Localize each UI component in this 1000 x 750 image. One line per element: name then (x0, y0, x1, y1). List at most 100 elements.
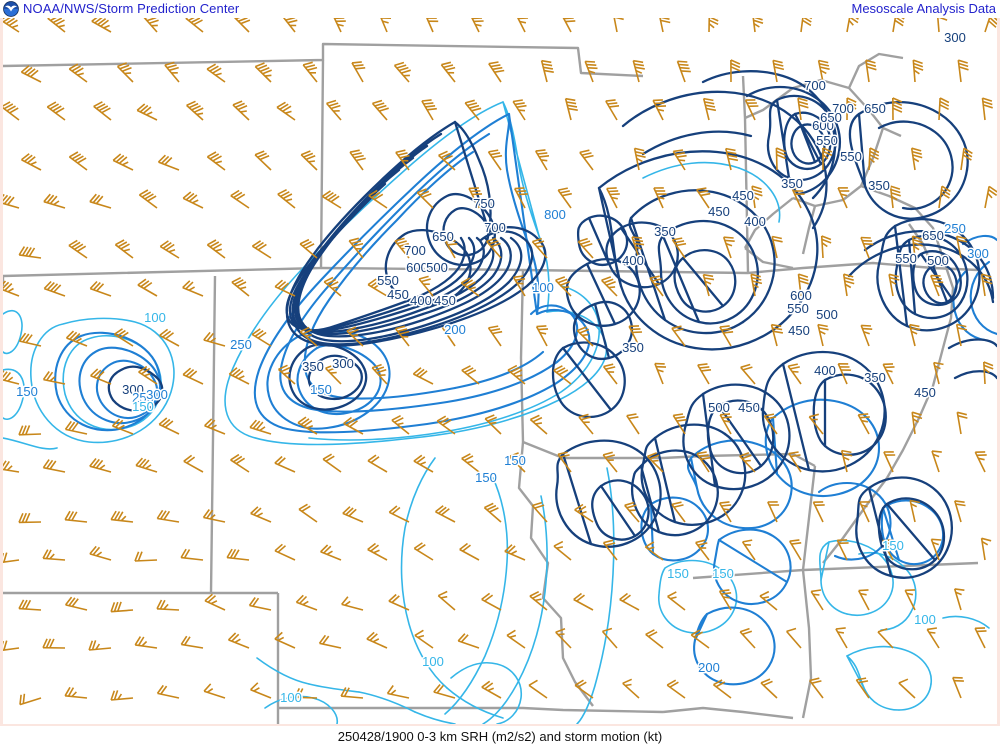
wind-barb (3, 552, 20, 564)
wind-barb (159, 328, 180, 347)
wind-barb (633, 147, 646, 171)
wind-barb (93, 101, 112, 121)
wind-barb (3, 640, 20, 652)
wind-barb (180, 548, 204, 561)
wind-barb (788, 451, 802, 473)
wind-barb (744, 99, 759, 121)
wind-barb (230, 453, 250, 473)
wind-barb (156, 684, 180, 699)
contour-label: 500 (927, 253, 949, 268)
wind-barb (18, 332, 42, 347)
wind-barb (504, 544, 526, 561)
wind-barb (386, 685, 410, 699)
contour-label: 350 (781, 176, 803, 191)
wind-barb (652, 99, 667, 121)
contour-label: 150 (16, 384, 38, 399)
wind-barb (468, 187, 483, 209)
wind-barb (136, 103, 158, 121)
wind-barb (322, 453, 342, 473)
wind-barb (351, 61, 366, 83)
wind-barb (697, 363, 712, 385)
wind-barb (461, 365, 480, 385)
wind-barb (564, 97, 578, 121)
wind-barb (251, 240, 272, 259)
wind-barb (481, 680, 502, 699)
wind-barb (441, 325, 456, 347)
wind-barb (557, 451, 572, 473)
wind-barb (877, 627, 894, 649)
wind-barb (531, 501, 548, 523)
contour-label: 100 (280, 690, 302, 705)
wind-barb (892, 18, 905, 33)
wind-barb (487, 149, 503, 171)
wind-barb (226, 548, 250, 561)
wind-barb (930, 274, 944, 297)
wind-barb (938, 185, 951, 209)
wind-barb (836, 539, 849, 561)
wind-barb (134, 551, 158, 562)
contour-label: 700 (484, 220, 506, 235)
contour-label: 300 (122, 382, 144, 397)
contour-label: 750 (473, 196, 495, 211)
wind-barb (860, 324, 873, 347)
map-canvas[interactable]: 300 700 700 650 600 650 550 550 350 450 450 350 400 7… (0, 18, 1000, 724)
wind-barb (752, 18, 764, 33)
wind-barb (440, 61, 456, 83)
contour-label: 100 (532, 280, 554, 295)
page-footer: 250428/1900 0-3 km SRH (m2/s2) and storm… (0, 724, 1000, 750)
wind-barb (579, 149, 594, 171)
wind-barb (483, 502, 502, 523)
wind-barb (64, 596, 88, 611)
wind-barb (343, 416, 364, 435)
contour-label: 650 (820, 110, 842, 125)
wind-barb (719, 501, 732, 523)
wind-barb (274, 543, 296, 561)
wind-barb (325, 99, 342, 121)
wind-barb (857, 413, 870, 435)
wind-barb (772, 59, 785, 83)
wind-barb (371, 99, 389, 121)
contour-label: 600 (790, 288, 812, 303)
wind-barb (348, 237, 364, 259)
wind-barb (671, 237, 687, 259)
wind-barb (740, 363, 756, 385)
wind-barb (298, 503, 318, 523)
wind-barb (553, 540, 572, 561)
wind-barb (182, 367, 204, 385)
wind-barb (763, 413, 778, 435)
wind-barb (3, 370, 20, 385)
contour-label: 450 (788, 323, 810, 338)
wind-barb (739, 452, 756, 473)
contour-label: 150 (475, 470, 497, 485)
wind-barb (576, 326, 594, 347)
wind-barb (227, 632, 250, 649)
wind-barb (535, 325, 549, 347)
contour-label: 450 (708, 204, 730, 219)
wind-barb (88, 640, 112, 651)
wind-barb (573, 592, 594, 611)
wind-barb (421, 99, 437, 121)
wind-barb (883, 451, 896, 473)
wind-barb (789, 539, 802, 561)
wind-barb (112, 153, 134, 171)
wind-barb (156, 599, 180, 611)
wind-barb (254, 150, 272, 171)
wind-barb (739, 627, 756, 649)
wind-barb (619, 592, 640, 611)
wind-barb (64, 420, 88, 435)
contour-label: 450 (738, 400, 760, 415)
wind-barb (974, 627, 987, 649)
wind-barb (980, 537, 992, 561)
contour-label: 400 (744, 214, 766, 229)
wind-barb (320, 544, 342, 561)
wind-barb (605, 99, 620, 121)
wind-barb (89, 545, 112, 561)
wind-barb (553, 365, 572, 385)
wind-barb (912, 59, 924, 83)
wind-barb (282, 18, 298, 33)
wind-barb (955, 323, 968, 347)
wind-barb (719, 413, 732, 435)
wind-barb (602, 451, 618, 473)
wind-barb (134, 636, 158, 649)
